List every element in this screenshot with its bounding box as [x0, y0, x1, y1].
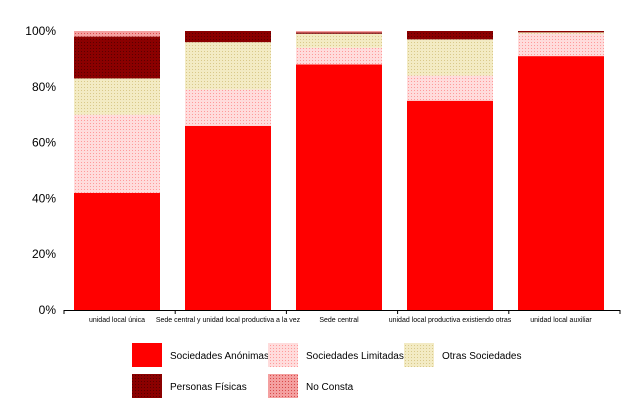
y-tick-label: 0%: [39, 303, 57, 317]
bar-segment: [407, 39, 493, 76]
bar-segment: [74, 36, 160, 79]
y-tick-label: 20%: [32, 247, 56, 261]
bar-segment: [296, 32, 382, 34]
bars: [74, 31, 604, 310]
bar-segment: [185, 31, 271, 43]
legend-label: No Consta: [306, 382, 354, 393]
legend-swatch: [132, 343, 162, 367]
bar-segment: [407, 31, 493, 40]
bar-segment: [185, 42, 271, 90]
legend-swatch: [268, 374, 298, 398]
bar-segment: [518, 32, 604, 34]
bar-segment: [518, 56, 604, 310]
x-tick-label: unidad local productiva existiendo otras: [389, 317, 512, 324]
bar-segment: [407, 75, 493, 101]
bar-segment: [296, 31, 382, 33]
legend-label: Sociedades Anónimas: [170, 351, 269, 362]
bar-segment: [296, 64, 382, 310]
bar-segment: [185, 125, 271, 310]
legend-swatch: [268, 343, 298, 367]
bar-segment: [74, 78, 160, 115]
y-tick-label: 40%: [32, 191, 56, 205]
y-axis: 0% 20% 40% 60% 80% 100%: [25, 24, 56, 317]
x-tick-label: unidad local auxiliar: [530, 317, 592, 324]
x-axis: unidad local única Sede central y unidad …: [63, 310, 621, 324]
bar-segment: [296, 47, 382, 65]
y-tick-label: 80%: [32, 80, 56, 94]
legend-swatch: [404, 343, 434, 367]
legend-label: Otras Sociedades: [442, 351, 522, 362]
bar-segment: [518, 33, 604, 57]
bar-segment: [518, 31, 604, 33]
y-tick-label: 100%: [25, 24, 56, 38]
x-tick-label: Sede central: [319, 317, 359, 324]
y-tick-label: 60%: [32, 136, 56, 150]
bar-segment: [185, 89, 271, 126]
legend-swatch: [132, 374, 162, 398]
x-tick-label: Sede central y unidad local productiva a…: [156, 317, 301, 324]
x-tick-label: unidad local única: [89, 317, 145, 324]
bar-segment: [296, 33, 382, 48]
legend: Sociedades Anónimas Sociedades Limitadas O…: [132, 343, 522, 398]
legend-label: Personas Físicas: [170, 382, 247, 393]
bar-segment: [74, 114, 160, 193]
legend-label: Sociedades Limitadas: [306, 351, 404, 362]
bar-segment: [74, 192, 160, 310]
bar-segment: [407, 100, 493, 310]
bar-segment: [74, 31, 160, 37]
